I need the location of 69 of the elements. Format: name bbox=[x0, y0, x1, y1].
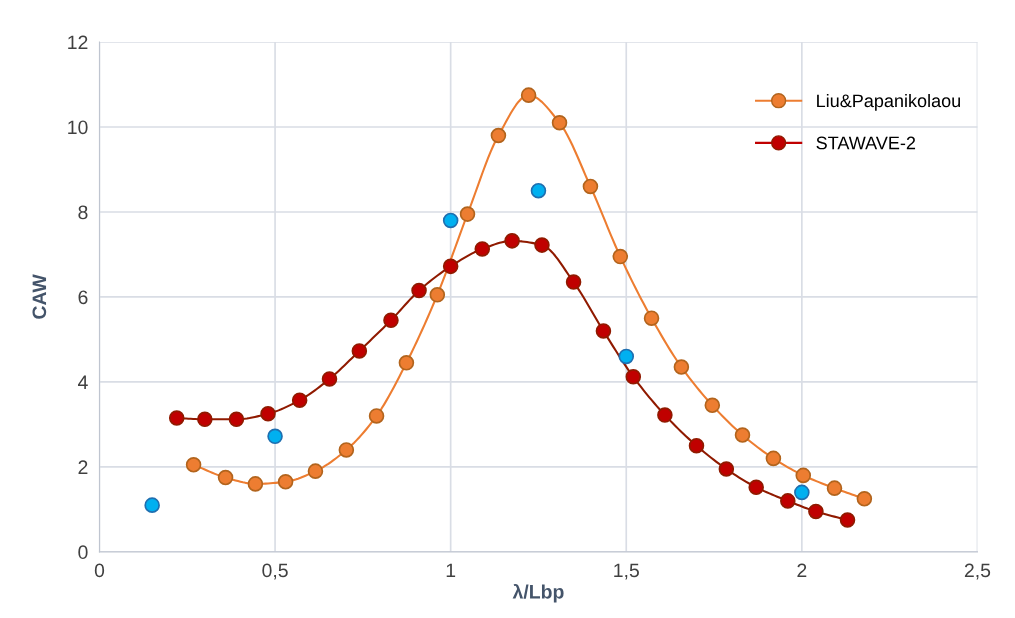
point bbox=[839, 512, 856, 528]
point bbox=[625, 369, 642, 385]
point bbox=[748, 479, 764, 496]
x-tick-label: 1,5 bbox=[614, 563, 639, 580]
y-tick-label: 4 bbox=[77, 375, 88, 389]
point bbox=[383, 312, 399, 329]
point bbox=[442, 212, 459, 229]
point bbox=[144, 497, 160, 513]
point bbox=[260, 406, 276, 422]
x-tick-label: 1 bbox=[446, 563, 456, 578]
point bbox=[551, 114, 568, 131]
point bbox=[534, 237, 550, 253]
point bbox=[429, 287, 446, 303]
point bbox=[217, 469, 234, 486]
point bbox=[688, 437, 705, 454]
point bbox=[291, 392, 308, 408]
point bbox=[826, 480, 843, 496]
point bbox=[795, 467, 812, 484]
point bbox=[530, 182, 547, 199]
point bbox=[411, 282, 427, 299]
point bbox=[277, 473, 294, 490]
point bbox=[643, 310, 660, 326]
point bbox=[780, 493, 796, 509]
y-tick-label: 8 bbox=[78, 205, 88, 220]
point bbox=[459, 206, 476, 222]
point bbox=[474, 241, 491, 257]
point bbox=[442, 258, 459, 275]
point bbox=[765, 450, 782, 467]
legend-label: STAWAVE-2 bbox=[816, 136, 916, 150]
point bbox=[247, 476, 264, 492]
point bbox=[718, 461, 735, 477]
point bbox=[808, 503, 824, 520]
point bbox=[307, 463, 324, 479]
point bbox=[734, 427, 751, 443]
y-axis-title: CAW bbox=[32, 274, 47, 319]
x-tick-label: 0,5 bbox=[262, 563, 288, 580]
point bbox=[368, 408, 385, 424]
point bbox=[398, 355, 415, 371]
point bbox=[794, 484, 810, 501]
x-tick-label: 0 bbox=[94, 563, 105, 578]
point bbox=[618, 348, 635, 365]
point bbox=[565, 274, 582, 290]
point bbox=[520, 87, 537, 103]
point bbox=[704, 397, 721, 414]
legend-label: Liu&Papanikolaou bbox=[817, 93, 960, 111]
point bbox=[321, 371, 338, 387]
point bbox=[673, 359, 690, 375]
x-tick-label: 2 bbox=[797, 563, 807, 578]
point bbox=[490, 127, 507, 144]
point bbox=[582, 178, 599, 195]
y-tick-label: 10 bbox=[68, 120, 88, 135]
point bbox=[595, 323, 612, 339]
point bbox=[351, 343, 368, 359]
point bbox=[185, 456, 202, 473]
y-tick-label: 12 bbox=[68, 35, 88, 50]
point bbox=[197, 411, 213, 428]
point bbox=[856, 490, 873, 507]
point bbox=[228, 411, 245, 428]
y-tick-label: 2 bbox=[78, 460, 88, 474]
point bbox=[168, 410, 185, 426]
x-axis-title: λ/Lbp bbox=[512, 583, 564, 603]
point bbox=[612, 248, 629, 265]
y-tick-label: 6 bbox=[78, 290, 88, 305]
y-tick-label: 0 bbox=[78, 545, 88, 560]
point bbox=[267, 428, 283, 445]
point bbox=[504, 233, 520, 249]
x-tick-label: 2,5 bbox=[964, 563, 991, 580]
point bbox=[338, 442, 355, 458]
point bbox=[657, 407, 673, 423]
